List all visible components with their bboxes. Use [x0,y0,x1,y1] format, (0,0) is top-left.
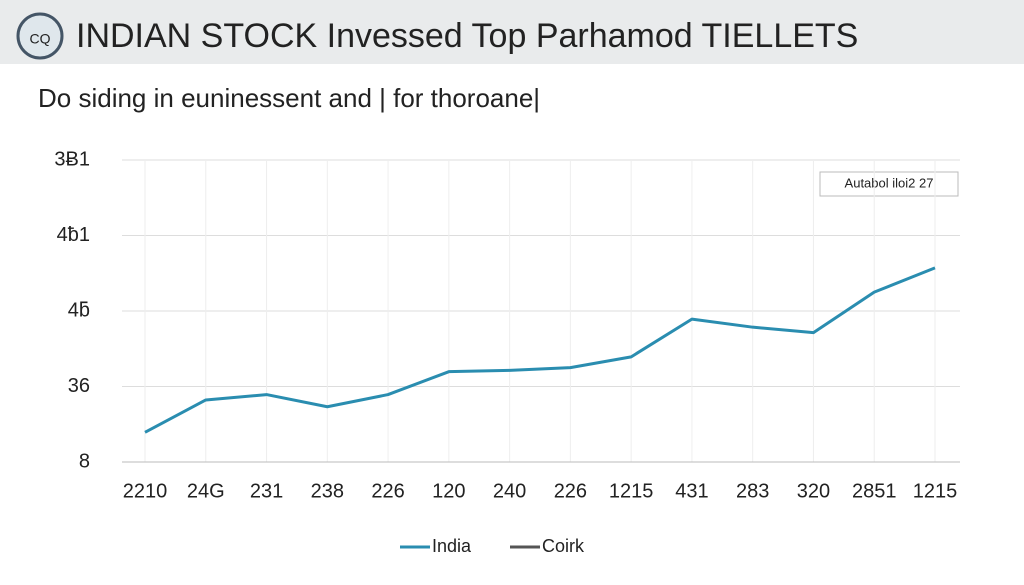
header-bar [0,0,1024,64]
x-tick-label: 320 [797,480,830,502]
x-tick-label: 231 [250,480,283,502]
x-tick-label: 240 [493,480,526,502]
data-line [144,266,936,434]
x-tick-label: 226 [554,480,587,502]
x-tick-label: 120 [432,480,465,502]
chart-subtitle: Do siding in euninessent and | for thoro… [38,83,540,113]
x-tick-label: 283 [736,480,769,502]
y-tick-label: 3Ƀ1 [54,148,90,170]
x-tick-label: 1215 [609,480,654,502]
x-tick-label: 1215 [913,480,958,502]
x-tick-label: 238 [311,480,344,502]
y-tick-label: 4ƃ [68,299,90,321]
legend-label: India [432,536,472,556]
logo-text: CQ [30,31,51,47]
y-tick-label: 36 [68,375,90,397]
x-tick-label: 2210 [123,480,168,502]
chart-title: INDIAN STOCK Invessed Top Parhamod TIELL… [76,17,858,55]
x-tick-label: 24G [187,480,225,502]
logo [16,12,64,60]
x-tick-label: 431 [675,480,708,502]
annotation: Autabol iloi2 27 [845,175,934,190]
y-tick-label: 8 [79,450,90,472]
x-tick-label: 2851 [852,480,897,502]
x-tick-label: 226 [371,480,404,502]
y-tick-label: 4ƀ1 [57,224,90,246]
legend-label: Coirk [542,536,585,556]
